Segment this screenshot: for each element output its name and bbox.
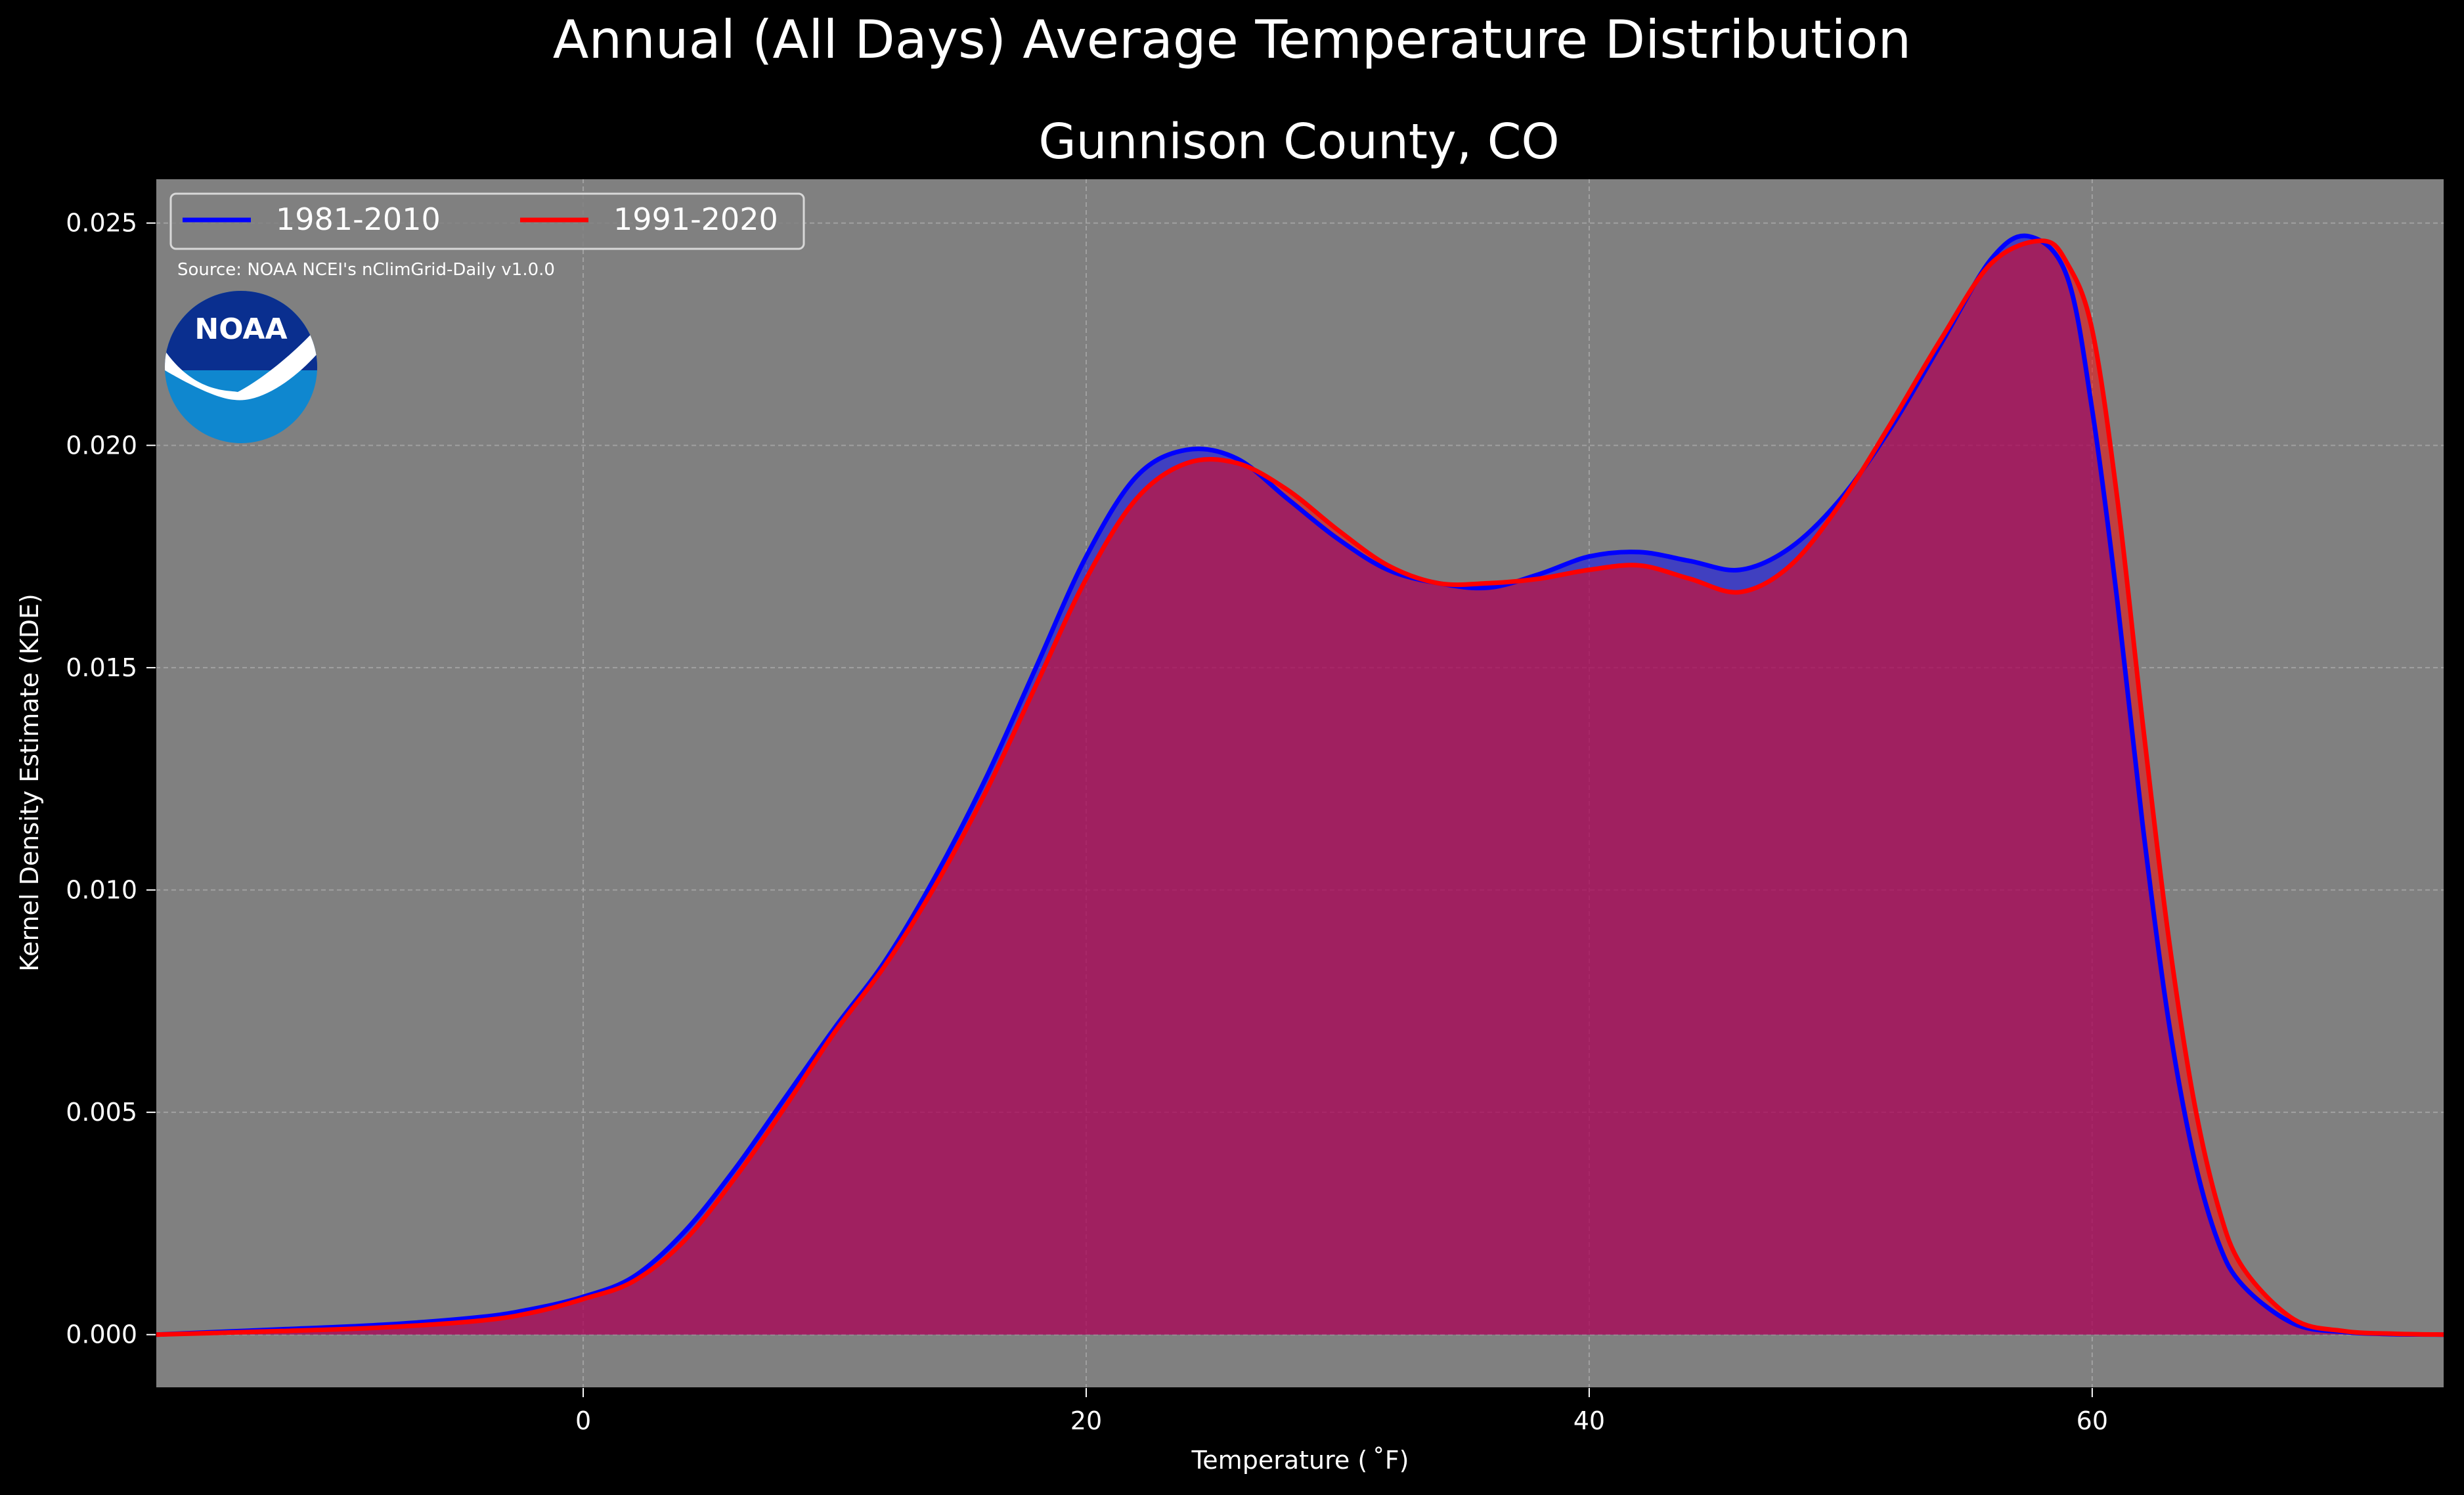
noaa-logo-bird [165,328,317,401]
series-line-1981-2010 [155,233,2445,1337]
noaa-logo-text: NOAA [194,313,287,346]
y-tick-label: 0.025 [66,209,137,238]
x-tick-label: 0 [575,1406,591,1435]
chart-title: Annual (All Days) Average Temperature Di… [553,9,1911,70]
source-note: Source: NOAA NCEI's nClimGrid-Daily v1.0… [177,260,555,280]
y-tick-label: 0.015 [66,653,137,682]
noaa-logo: NOAA [165,291,317,443]
series-line-1991-2020 [155,238,2445,1337]
y-tick-label: 0.005 [66,1098,137,1127]
y-tick-label: 0.020 [66,431,137,460]
x-tick-label: 60 [2077,1406,2108,1435]
y-tick-label: 0.000 [66,1320,137,1349]
legend: 1981-2010 1991-2020 [169,192,805,250]
axes-border [155,178,2445,1389]
y-axis-label: Kernel Density Estimate (KDE) [15,594,44,972]
plot-area: 0 20 40 60 0.000 0.005 0.010 0.015 0.020 0.025 198… [66,178,2445,1435]
y-tick-label: 0.010 [66,876,137,905]
series-fill-1991-2020 [156,240,2444,1335]
x-tick-label: 40 [1573,1406,1605,1435]
x-tick-label: 20 [1070,1406,1102,1435]
legend-label-1981-2010: 1981-2010 [276,202,441,237]
legend-label-1991-2020: 1991-2020 [613,202,778,237]
x-axis-label: Temperature ( ˚F) [1191,1446,1409,1475]
legend-frame [169,192,805,250]
chart-subtitle: Gunnison County, CO [1038,114,1559,170]
